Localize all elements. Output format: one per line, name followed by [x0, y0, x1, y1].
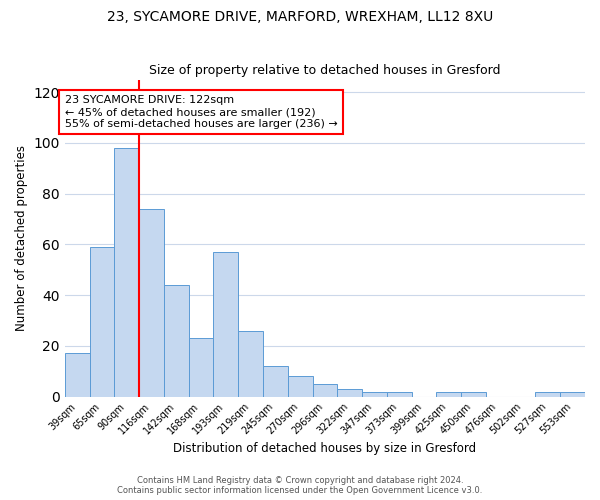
Bar	[560, 392, 585, 396]
Bar	[288, 376, 313, 396]
Text: 23, SYCAMORE DRIVE, MARFORD, WREXHAM, LL12 8XU: 23, SYCAMORE DRIVE, MARFORD, WREXHAM, LL…	[107, 10, 493, 24]
Bar	[89, 247, 115, 396]
Bar	[164, 285, 188, 397]
Bar	[535, 392, 560, 396]
Bar	[362, 392, 387, 396]
Bar	[313, 384, 337, 396]
X-axis label: Distribution of detached houses by size in Gresford: Distribution of detached houses by size …	[173, 442, 476, 455]
Y-axis label: Number of detached properties: Number of detached properties	[15, 145, 28, 331]
Bar	[337, 389, 362, 396]
Bar	[65, 354, 89, 397]
Bar	[461, 392, 486, 396]
Bar	[387, 392, 412, 396]
Bar	[115, 148, 139, 396]
Text: Contains HM Land Registry data © Crown copyright and database right 2024.
Contai: Contains HM Land Registry data © Crown c…	[118, 476, 482, 495]
Text: 23 SYCAMORE DRIVE: 122sqm
← 45% of detached houses are smaller (192)
55% of semi: 23 SYCAMORE DRIVE: 122sqm ← 45% of detac…	[65, 96, 338, 128]
Bar	[436, 392, 461, 396]
Bar	[263, 366, 288, 396]
Bar	[188, 338, 214, 396]
Bar	[139, 209, 164, 396]
Bar	[214, 252, 238, 396]
Title: Size of property relative to detached houses in Gresford: Size of property relative to detached ho…	[149, 64, 500, 77]
Bar	[238, 330, 263, 396]
